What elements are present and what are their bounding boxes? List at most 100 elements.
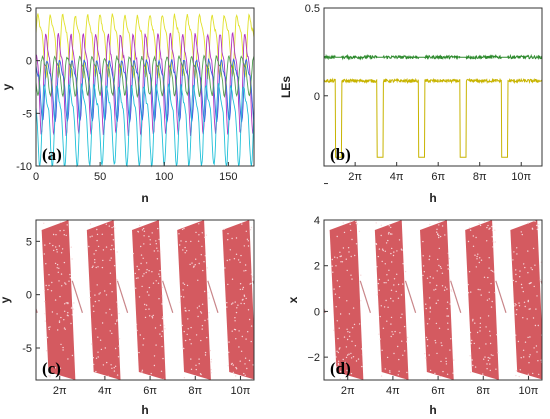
panel-c-speckle [71,354,74,357]
panel-c-speckle [148,308,150,310]
panel-c-speckle [274,229,275,230]
panel-d-speckle [285,224,286,225]
panel-c-speckle [241,288,244,290]
panel-d-speckle [449,303,451,305]
panel-c-speckle [57,329,59,331]
panel-d-speckle [426,338,429,341]
panel-c-speckle [279,222,280,223]
panel-d-speckle [309,284,310,285]
panel-d-speckle [479,289,481,291]
panel-c-speckle [97,356,99,358]
panel-d-speckle [527,272,529,274]
panel-c-speckle [286,227,287,228]
panel-c-speckle [277,309,278,310]
panel-c-speckle [291,329,292,330]
panel-c-speckle [208,297,210,299]
panel-d-speckle [383,282,385,284]
panel-c-speckle [286,360,287,361]
panel-c-speckle [20,270,21,271]
panel-d-speckle [446,315,448,317]
panel-d-speckle [293,220,294,221]
panel-d-speckle [336,320,338,322]
panel-c-speckle [30,355,31,356]
panel-d-speckle [293,248,294,249]
panel-c-speckle [198,262,200,265]
panel-d-speckle [394,330,396,333]
panel-b-xlabel: h [429,191,436,205]
panel-c-speckle [55,234,57,236]
panel-c-speckle [114,323,117,325]
panel-c-speckle [240,254,242,257]
panel-d-speckle [337,351,339,354]
panel-d-speckle [469,229,472,231]
panel-c-speckle [235,237,238,239]
panel-c-speckle [240,302,242,305]
panel-c-speckle [98,293,100,295]
panel-c-speckle [46,336,49,339]
panel-d-speckle [515,374,517,377]
panel-d-transition-line [404,280,417,313]
panel-c-speckle [274,274,275,275]
panel-c-speckle [281,308,282,309]
panel-c-speckle [255,353,256,354]
panel-d-speckle [351,278,353,280]
panel-c-speckle [245,338,247,340]
panel-c-speckle [63,261,66,264]
panel-d-speckle [448,257,450,260]
panel-d-ytick-label: 2 [314,261,320,273]
panel-d-speckle [479,317,482,319]
panel-c-speckle [276,311,277,312]
panel-d-speckle [296,317,297,318]
panel-c-speckle [161,303,163,305]
panel-c-speckle [94,259,96,261]
panel-d-speckle [489,335,491,337]
panel-d-speckle [524,266,526,269]
panel-c-speckle [249,283,251,285]
panel-d-speckle [350,372,353,375]
panel-d-speckle [297,327,298,328]
panel-c-speckle [162,316,164,318]
panel-c-speckle [231,237,233,240]
panel-d-xtick-label: 2π [341,385,355,397]
panel-d-speckle [468,271,471,273]
panel-c-transition-line [207,280,219,313]
panel-c-speckle [238,346,240,348]
panel-c-speckle [292,229,293,230]
panel-c-speckle [283,237,284,238]
panel-c-speckle [88,245,90,248]
panel-d-speckle [489,342,492,345]
panel-d-speckle [340,261,342,263]
panel-d-speckle [490,354,492,356]
panel-d-speckle [388,269,390,271]
panel-a-ytick-label: 0 [26,56,32,68]
panel-c-speckle [93,253,95,255]
panel-d-speckle [285,247,286,248]
panel-d-speckle [294,374,295,375]
panel-d-speckle [520,357,522,359]
panel-c-speckle [101,266,104,269]
panel-d-speckle [472,318,474,321]
panel-c-speckle [21,225,22,226]
panel-c-speckle [200,254,202,256]
panel-d-speckle [392,300,394,302]
panel-c-speckle [2,288,3,289]
panel-c-speckle [204,354,207,356]
panel-c-speckle [137,230,139,233]
panel-c-speckle [116,319,118,321]
panel-d-speckle [469,371,472,373]
panel-c-speckle [0,269,1,270]
panel-d-speckle [400,294,403,296]
panel-d-speckle [290,230,291,231]
panel-c-speckle [9,361,10,362]
panel-b-ytick-label: 0 [314,91,320,103]
panel-c-speckle [242,298,244,301]
panel-d-speckle [438,220,440,223]
panel-c-speckle [197,315,199,318]
panel-d-speckle [516,247,518,249]
panel-d-label: (d) [330,359,351,378]
panel-c-speckle [232,364,234,366]
panel-c-speckle [67,312,69,314]
panel-c-speckle [179,244,181,246]
panel-d-speckle [310,290,311,291]
panel-d-speckle [537,227,539,229]
